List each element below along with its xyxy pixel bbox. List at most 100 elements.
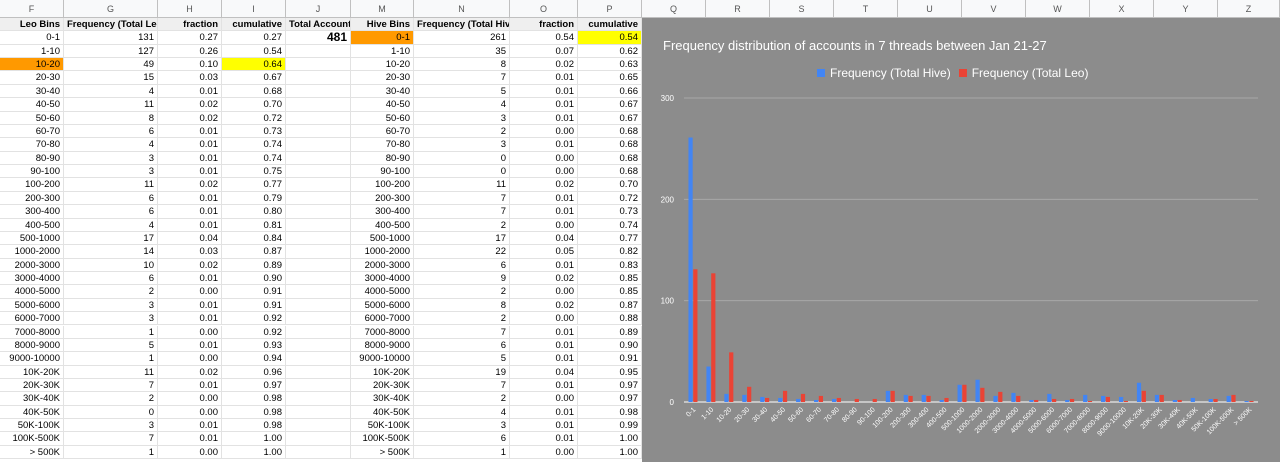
hive-cell[interactable]: 5 <box>414 84 510 98</box>
hive-cell[interactable]: 4 <box>414 405 510 419</box>
empty-cell[interactable] <box>286 191 351 205</box>
bar-leo[interactable] <box>1159 394 1164 402</box>
hive-cell[interactable]: 7 <box>414 378 510 392</box>
bar-hive[interactable] <box>903 394 908 402</box>
leo-cell[interactable]: 7 <box>64 378 158 392</box>
bar-hive[interactable] <box>1172 399 1177 402</box>
bar-hive[interactable] <box>1065 399 1070 402</box>
hive-cell[interactable]: 9000-10000 <box>351 352 414 365</box>
column-header[interactable]: U <box>898 0 962 18</box>
hive-cell[interactable]: 0.00 <box>510 124 578 138</box>
leo-cell[interactable]: 0.81 <box>222 218 286 231</box>
leo-cell[interactable]: 40K-50K <box>0 405 64 419</box>
column-header[interactable]: X <box>1090 0 1154 18</box>
empty-cell[interactable] <box>286 218 351 231</box>
leo-cell[interactable]: 0.77 <box>222 178 286 191</box>
hive-cell[interactable]: 10-20 <box>351 58 414 71</box>
leo-cell[interactable]: 0.01 <box>158 191 222 205</box>
hive-cell[interactable]: 8 <box>414 58 510 71</box>
hive-cell[interactable]: 0.54 <box>578 31 642 44</box>
leo-cell[interactable]: 1 <box>64 325 158 338</box>
hive-cell[interactable]: 0.01 <box>510 71 578 84</box>
bar-hive[interactable] <box>1029 399 1034 402</box>
hive-cell[interactable]: 3 <box>414 419 510 432</box>
bar-hive[interactable] <box>1136 382 1142 402</box>
column-header[interactable]: Q <box>642 0 706 18</box>
leo-cell[interactable]: 1-10 <box>0 44 64 58</box>
column-header[interactable]: G <box>64 0 158 18</box>
leo-cell[interactable]: 0.90 <box>222 272 286 285</box>
leo-cell[interactable]: 1 <box>64 352 158 365</box>
bar-hive[interactable] <box>831 398 837 402</box>
leo-cell[interactable]: 3 <box>64 312 158 325</box>
leo-cell[interactable]: 0.96 <box>222 365 286 378</box>
leo-cell[interactable]: 0.79 <box>222 191 286 205</box>
hive-cell[interactable]: 0.73 <box>578 205 642 218</box>
bar-leo[interactable] <box>1213 398 1218 402</box>
column-header[interactable]: I <box>222 0 286 18</box>
empty-cell[interactable] <box>286 365 351 378</box>
leo-cell[interactable]: 0.26 <box>158 44 222 58</box>
hive-cell[interactable]: 0.01 <box>510 352 578 365</box>
leo-cell[interactable]: 0.01 <box>158 165 222 178</box>
hive-cell[interactable]: 40K-50K <box>351 405 414 419</box>
empty-cell[interactable] <box>286 205 351 218</box>
leo-cell[interactable]: 1 <box>64 445 158 459</box>
hive-cell[interactable]: 60-70 <box>351 124 414 138</box>
hive-cell[interactable]: 0.89 <box>578 325 642 338</box>
leo-cell[interactable]: 6 <box>64 272 158 285</box>
bar-leo[interactable] <box>998 391 1003 402</box>
leo-cell[interactable]: 0.98 <box>222 405 286 419</box>
leo-cell[interactable]: 0 <box>64 405 158 419</box>
hive-header-cell[interactable]: Hive Bins <box>351 18 414 31</box>
leo-cell[interactable]: 6 <box>64 205 158 218</box>
leo-cell[interactable]: 4 <box>64 138 158 151</box>
leo-cell[interactable]: 30K-40K <box>0 392 64 405</box>
hive-cell[interactable]: 0 <box>414 151 510 165</box>
leo-cell[interactable]: 0.01 <box>158 338 222 352</box>
hive-cell[interactable]: 0.04 <box>510 365 578 378</box>
bar-hive[interactable] <box>1083 394 1088 402</box>
hive-cell[interactable]: 1-10 <box>351 44 414 58</box>
leo-cell[interactable]: 0.01 <box>158 312 222 325</box>
hive-cell[interactable]: 0-1 <box>351 31 414 44</box>
leo-cell[interactable]: 0.80 <box>222 205 286 218</box>
leo-cell[interactable]: 0.00 <box>158 325 222 338</box>
hive-cell[interactable]: 261 <box>414 31 510 44</box>
bar-hive[interactable] <box>778 397 783 402</box>
leo-cell[interactable]: 0.87 <box>222 245 286 258</box>
hive-cell[interactable]: 6 <box>414 338 510 352</box>
bar-hive[interactable] <box>742 394 747 402</box>
hive-cell[interactable]: 0.07 <box>510 44 578 58</box>
leo-cell[interactable]: 0.98 <box>222 392 286 405</box>
leo-cell[interactable]: 0.01 <box>158 378 222 392</box>
hive-cell[interactable]: 6 <box>414 432 510 445</box>
leo-cell[interactable]: 127 <box>64 44 158 58</box>
leo-cell[interactable]: 0.00 <box>158 285 222 298</box>
hive-cell[interactable]: 0.01 <box>510 419 578 432</box>
leo-cell[interactable]: 4 <box>64 218 158 231</box>
column-header[interactable]: T <box>834 0 898 18</box>
empty-cell[interactable] <box>286 405 351 419</box>
leo-cell[interactable]: 3 <box>64 151 158 165</box>
leo-cell[interactable]: 0.68 <box>222 84 286 98</box>
leo-cell[interactable]: 500-1000 <box>0 231 64 245</box>
hive-cell[interactable]: 0.01 <box>510 191 578 205</box>
hive-header-cell[interactable]: fraction <box>510 18 578 31</box>
hive-cell[interactable]: 0.01 <box>510 84 578 98</box>
hive-cell[interactable]: 0.77 <box>578 231 642 245</box>
empty-cell[interactable] <box>286 84 351 98</box>
leo-cell[interactable]: 0.10 <box>158 58 222 71</box>
empty-cell[interactable] <box>286 258 351 272</box>
leo-cell[interactable]: 0.67 <box>222 71 286 84</box>
bar-leo[interactable] <box>1249 400 1254 402</box>
hive-cell[interactable]: 400-500 <box>351 218 414 231</box>
empty-cell[interactable] <box>286 312 351 325</box>
leo-cell[interactable]: 4 <box>64 84 158 98</box>
leo-cell[interactable]: 90-100 <box>0 165 64 178</box>
leo-cell[interactable]: 5000-6000 <box>0 298 64 312</box>
empty-cell[interactable] <box>286 419 351 432</box>
leo-cell[interactable]: 8000-9000 <box>0 338 64 352</box>
bar-leo[interactable] <box>1105 396 1111 402</box>
hive-cell[interactable]: 0.01 <box>510 432 578 445</box>
